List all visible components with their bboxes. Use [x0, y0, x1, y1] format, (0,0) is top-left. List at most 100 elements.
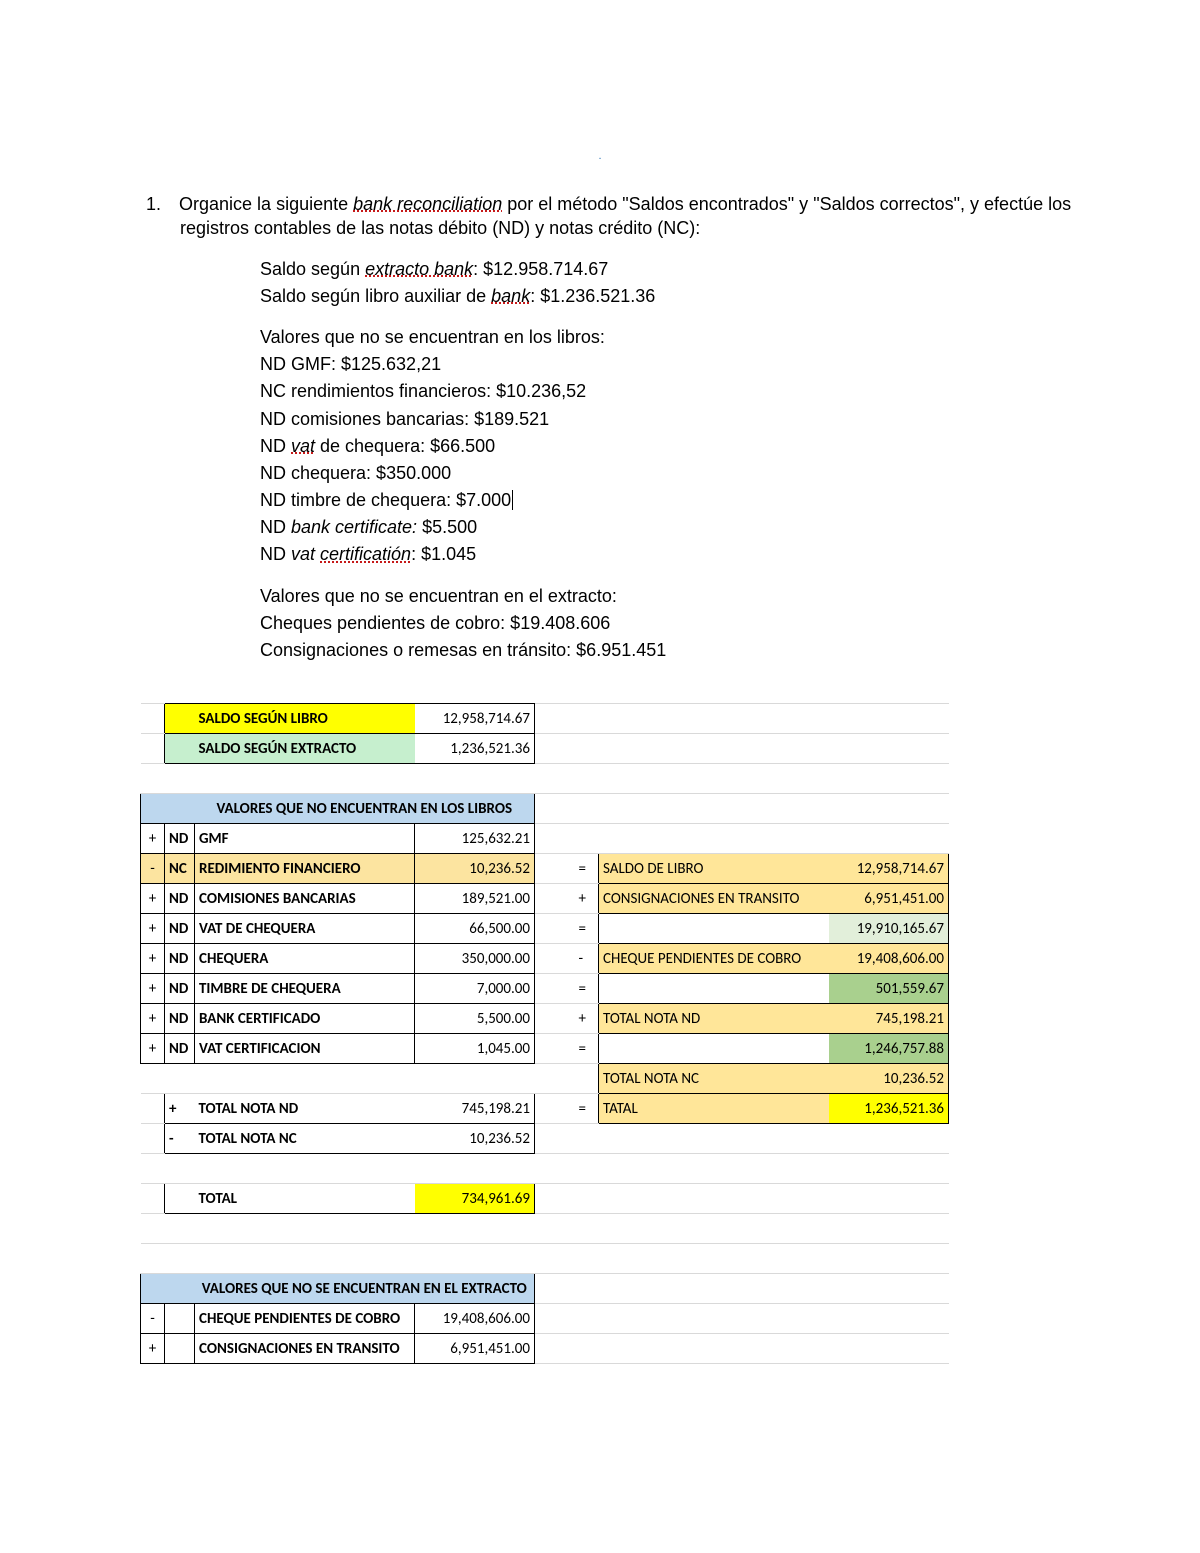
- row-value: 1,045.00: [415, 1034, 535, 1064]
- total-nc-value: 10,236.52: [415, 1124, 535, 1154]
- total-nd-value: 745,198.21: [415, 1094, 535, 1124]
- right-sign: =: [575, 854, 599, 884]
- row-tipo: ND: [165, 914, 195, 944]
- instruction-text: 1. Organice la siguiente bank reconcilia…: [180, 192, 1100, 241]
- row-tipo: NC: [165, 854, 195, 884]
- row-sign: +: [141, 884, 165, 914]
- list-number: 1.: [146, 192, 174, 216]
- row-value: 189,521.00: [415, 884, 535, 914]
- right-sign: +: [575, 884, 599, 914]
- total-nc-label: TOTAL NOTA NC: [195, 1124, 415, 1154]
- row-tipo: ND: [165, 824, 195, 854]
- right-value-7: 10,236.52: [829, 1064, 949, 1094]
- row-tipo: ND: [165, 974, 195, 1004]
- ext-sign: -: [141, 1304, 165, 1334]
- extracto-title: Valores que no se encuentran en el extra…: [260, 584, 1100, 609]
- saldo-extracto-label: SALDO SEGÚN EXTRACTO: [195, 734, 415, 764]
- saldo-libro-line: Saldo según libro auxiliar de bank: $1.2…: [260, 284, 1100, 309]
- row-label: CHEQUERA: [195, 944, 415, 974]
- right-label: [599, 914, 829, 944]
- right-sign: +: [575, 1004, 599, 1034]
- right-value: 19,408,606.00: [829, 944, 949, 974]
- right-sign: =: [575, 914, 599, 944]
- section2-header: VALORES QUE NO SE ENCUENTRAN EN EL EXTRA…: [195, 1274, 535, 1304]
- row-label: TIMBRE DE CHEQUERA: [195, 974, 415, 1004]
- row-value: 7,000.00: [415, 974, 535, 1004]
- row-sign: +: [141, 944, 165, 974]
- row-label: VAT CERTIFICACION: [195, 1034, 415, 1064]
- total-nd-sign: +: [165, 1094, 195, 1124]
- right-label: [599, 1034, 829, 1064]
- total-nc-sign: -: [165, 1124, 195, 1154]
- libros-item: ND timbre de chequera: $7.000: [260, 488, 1100, 513]
- right-value: 1,246,757.88: [829, 1034, 949, 1064]
- right-label: [599, 974, 829, 1004]
- right-value: 6,951,451.00: [829, 884, 949, 914]
- libros-item: ND vat de chequera: $66.500: [260, 434, 1100, 459]
- saldo-libro-label: SALDO SEGÚN LIBRO: [195, 704, 415, 734]
- ext-value: 6,951,451.00: [415, 1334, 535, 1364]
- row-sign: -: [141, 854, 165, 884]
- libros-block: Valores que no se encuentran en los libr…: [100, 325, 1100, 568]
- right-value: 12,958,714.67: [829, 854, 949, 884]
- total-label: TOTAL: [195, 1184, 415, 1214]
- right-sign: =: [575, 974, 599, 1004]
- row-label: REDIMIENTO FINANCIERO: [195, 854, 415, 884]
- ext-value: 19,408,606.00: [415, 1304, 535, 1334]
- libros-item: ND bank certificate: $5.500: [260, 515, 1100, 540]
- row-value: 5,500.00: [415, 1004, 535, 1034]
- right-label: CONSIGNACIONES EN TRANSITO: [599, 884, 829, 914]
- header-mark: .: [100, 150, 1100, 162]
- extracto-block: Valores que no se encuentran en el extra…: [100, 584, 1100, 664]
- row-sign: +: [141, 974, 165, 1004]
- right-label: SALDO DE LIBRO: [599, 854, 829, 884]
- right-value-8: 1,236,521.36: [829, 1094, 949, 1124]
- ext-label: CHEQUE PENDIENTES DE COBRO: [195, 1304, 415, 1334]
- ext-label: CONSIGNACIONES EN TRANSITO: [195, 1334, 415, 1364]
- row-sign: +: [141, 1004, 165, 1034]
- right-label: CHEQUE PENDIENTES DE COBRO: [599, 944, 829, 974]
- right-label: TOTAL NOTA ND: [599, 1004, 829, 1034]
- row-label: VAT DE CHEQUERA: [195, 914, 415, 944]
- total-value: 734,961.69: [415, 1184, 535, 1214]
- right-label-7: TOTAL NOTA NC: [599, 1064, 829, 1094]
- extracto-item: Cheques pendientes de cobro: $19.408.606: [260, 611, 1100, 636]
- row-tipo: ND: [165, 884, 195, 914]
- row-sign: +: [141, 1034, 165, 1064]
- spreadsheet-table: SALDO SEGÚN LIBRO 12,958,714.67 SALDO SE…: [140, 703, 949, 1364]
- right-label-8: TATAL: [599, 1094, 829, 1124]
- saldo-extracto-value: 1,236,521.36: [415, 734, 535, 764]
- total-nd-label: TOTAL NOTA ND: [195, 1094, 415, 1124]
- row-tipo: ND: [165, 944, 195, 974]
- right-value: 745,198.21: [829, 1004, 949, 1034]
- extracto-item: Consignaciones o remesas en tránsito: $6…: [260, 638, 1100, 663]
- spreadsheet-area: SALDO SEGÚN LIBRO 12,958,714.67 SALDO SE…: [140, 703, 1100, 1364]
- libros-item: NC rendimientos financieros: $10.236,52: [260, 379, 1100, 404]
- row-tipo: ND: [165, 1004, 195, 1034]
- libros-title: Valores que no se encuentran en los libr…: [260, 325, 1100, 350]
- row-sign: +: [141, 914, 165, 944]
- document-page: . 1. Organice la siguiente bank reconcil…: [0, 0, 1200, 1424]
- libros-item: ND vat certificatión: $1.045: [260, 542, 1100, 567]
- saldos-block: Saldo según extracto bank: $12.958.714.6…: [100, 257, 1100, 309]
- row-value: 10,236.52: [415, 854, 535, 884]
- ext-sign: +: [141, 1334, 165, 1364]
- row-value: 125,632.21: [415, 824, 535, 854]
- libros-item: ND chequera: $350.000: [260, 461, 1100, 486]
- right-value: 501,559.67: [829, 974, 949, 1004]
- row-tipo: ND: [165, 1034, 195, 1064]
- row-label: BANK CERTIFICADO: [195, 1004, 415, 1034]
- row-sign: +: [141, 824, 165, 854]
- right-sign: =: [575, 1034, 599, 1064]
- saldo-libro-value: 12,958,714.67: [415, 704, 535, 734]
- libros-item: ND GMF: $125.632,21: [260, 352, 1100, 377]
- right-value: 19,910,165.67: [829, 914, 949, 944]
- row-label: COMISIONES BANCARIAS: [195, 884, 415, 914]
- row-value: 66,500.00: [415, 914, 535, 944]
- section1-header: VALORES QUE NO ENCUENTRAN EN LOS LIBROS: [195, 794, 535, 824]
- right-sign: -: [575, 944, 599, 974]
- saldo-extracto-line: Saldo según extracto bank: $12.958.714.6…: [260, 257, 1100, 282]
- row-label: GMF: [195, 824, 415, 854]
- row-value: 350,000.00: [415, 944, 535, 974]
- right-sign-8: =: [575, 1094, 599, 1124]
